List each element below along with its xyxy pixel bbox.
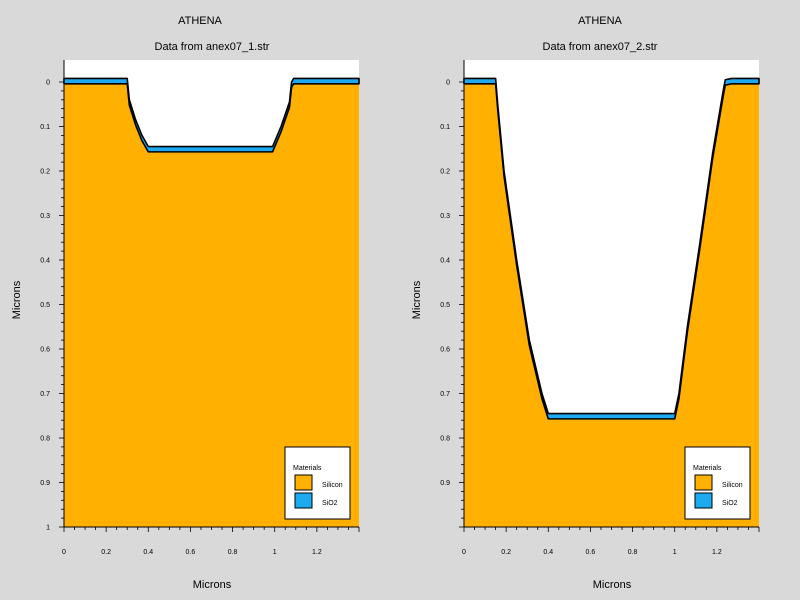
y-tick-label: 0.3 [440,213,450,220]
y-tick-label: 0.1 [440,124,450,131]
y-tick-label: 0.7 [440,391,450,398]
x-tick-label: 0 [462,549,466,556]
legend: Materials Silicon SiO2 [684,446,751,520]
y-tick-label: 0.4 [40,258,50,265]
y-axis-ticks: 0 0.1 0.2 0.3 0.4 0.5 0.6 0.7 0.8 0.9 [440,60,465,528]
x-tick-label: 0.8 [228,549,238,556]
x-tick-label: 1.2 [712,549,722,556]
silicon-region [464,83,759,527]
legend-swatch-sio2 [694,492,713,509]
x-axis-label: Microns [593,579,632,591]
y-tick-label: 0.5 [440,302,450,309]
y-tick-label: 0 [46,80,50,87]
y-tick-label: 0.2 [440,169,450,176]
chart-subtitle: Data from anex07_2.str [543,41,658,53]
chart-title: ATHENA [178,15,222,27]
legend-title: Materials [293,465,322,472]
x-tick-label: 1.2 [312,549,322,556]
legend-label-silicon: Silicon [322,482,343,489]
y-tick-label: 0.1 [40,124,50,131]
x-tick-label: 0.4 [143,549,153,556]
chart-title: ATHENA [578,15,622,27]
sio2-layer [463,77,760,420]
y-axis-label: Microns [411,280,423,319]
chart-subtitle: Data from anex07_1.str [155,41,270,53]
legend-swatch-sio2 [294,492,313,509]
sio2-layer [63,77,360,153]
x-tick-label: 0.6 [186,549,196,556]
y-tick-label: 0.9 [440,480,450,487]
x-tick-label: 0.6 [586,549,596,556]
y-tick-label: 0.2 [40,169,50,176]
x-axis-label: Microns [193,579,232,591]
y-axis-ticks: 0 0.1 0.2 0.3 0.4 0.5 0.6 0.7 0.8 0.9 1 [40,60,65,532]
x-axis-ticks: 0 0.2 0.4 0.6 0.8 1 1.2 [62,526,360,556]
x-tick-label: 0.4 [543,549,553,556]
legend-title: Materials [693,465,722,472]
y-tick-label: 0.5 [40,302,50,309]
y-tick-label: 0 [446,80,450,87]
silicon-region [64,83,359,527]
legend-swatch-silicon [694,474,713,491]
x-tick-label: 0.2 [101,549,111,556]
y-tick-label: 0.6 [40,347,50,354]
x-axis-ticks: 0 0.2 0.4 0.6 0.8 1 1.2 [462,526,760,556]
y-tick-label: 0.9 [40,480,50,487]
y-tick-label: 0.8 [440,436,450,443]
legend-label-silicon: Silicon [722,482,743,489]
legend-label-sio2: SiO2 [322,500,338,507]
legend-label-sio2: SiO2 [722,500,738,507]
x-tick-label: 1 [273,549,277,556]
y-tick-label: 0.4 [440,258,450,265]
x-tick-label: 1 [673,549,677,556]
y-tick-label: 0.8 [40,436,50,443]
y-tick-label: 0.3 [40,213,50,220]
legend-swatch-silicon [294,474,313,491]
x-tick-label: 0 [62,549,66,556]
x-tick-label: 0.2 [501,549,511,556]
y-tick-label: 1 [46,525,50,532]
y-tick-label: 0.7 [40,391,50,398]
y-tick-label: 0.6 [440,347,450,354]
x-tick-label: 0.8 [628,549,638,556]
chart-panel-1: ATHENA Data from anex07_1.str Microns Mi… [11,15,360,591]
chart-panel-2: ATHENA Data from anex07_2.str Microns Mi… [411,15,760,591]
y-axis-label: Microns [11,280,23,319]
legend: Materials Silicon SiO2 [284,446,351,520]
